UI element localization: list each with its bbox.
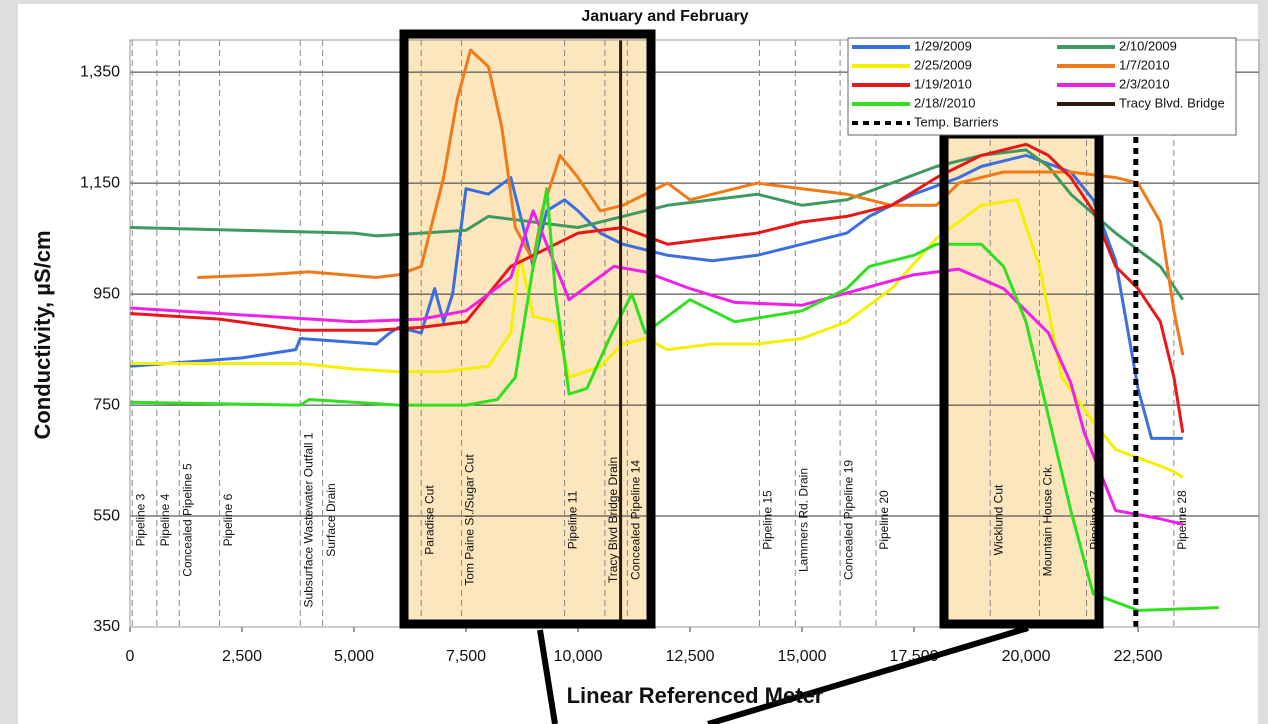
x-tick-label: 5,000 bbox=[334, 648, 374, 665]
x-tick-label: 22,500 bbox=[1114, 648, 1163, 665]
landmark-label: Pipeline 11 bbox=[566, 490, 580, 549]
legend: 1/29/2009 2/10/2009 2/25/2009 1/7/2010 1/19/… bbox=[847, 37, 1237, 136]
landmark-label: Concealed Pipeline 14 bbox=[628, 460, 642, 580]
legend-label: 1/7/2010 bbox=[1119, 57, 1170, 72]
landmark-label: Pipeline 15 bbox=[761, 490, 775, 550]
landmark-label: Tom Paine Sl./Sugar Cut bbox=[463, 454, 477, 586]
legend-label: 1/19/2010 bbox=[914, 76, 972, 91]
landmark-label: Concealed Pipeline 5 bbox=[180, 463, 194, 577]
callout-line bbox=[707, 625, 1029, 724]
highlight-region bbox=[940, 130, 1103, 628]
legend-label: 2/10/2009 bbox=[1119, 38, 1177, 53]
landmark-label: Lammers Rd. Drain bbox=[796, 468, 810, 572]
x-tick-label: 2,500 bbox=[222, 648, 262, 665]
landmark-label: Pipeline 4 bbox=[158, 493, 172, 546]
x-tick-label: 7,500 bbox=[446, 648, 486, 665]
landmark-label: Tracy Blvd Bridge Drain bbox=[606, 457, 620, 583]
landmark-label: Subsurface Wastewater Outfall 1 bbox=[301, 432, 315, 607]
landmark-label: Pipeline 20 bbox=[877, 490, 891, 550]
y-tick-label: 1,350 bbox=[80, 63, 120, 80]
legend-label: 2/18//2010 bbox=[914, 95, 975, 110]
y-tick-label: 1,150 bbox=[80, 174, 120, 191]
legend-label: 1/29/2009 bbox=[914, 38, 972, 53]
callout-line bbox=[537, 629, 558, 724]
legend-label: Tracy Blvd. Bridge bbox=[1119, 95, 1225, 110]
plot-frame bbox=[129, 39, 1260, 628]
y-axis-label: Conductivity, µS/cm bbox=[30, 230, 55, 439]
series-line bbox=[129, 209, 1184, 526]
x-tick-label: 20,000 bbox=[1002, 648, 1051, 665]
landmark-label: Pipeline 6 bbox=[221, 493, 235, 546]
x-tick-label: 15,000 bbox=[778, 648, 827, 665]
landmark-label: Pipeline 3 bbox=[133, 493, 147, 546]
y-tick-label: 750 bbox=[93, 396, 120, 413]
series-line bbox=[129, 148, 1185, 301]
grid: 350 550 750 950 1,150 1,350 0 2,500 5,000 7,500 10… bbox=[80, 40, 1259, 665]
highlight-border bbox=[399, 29, 656, 629]
chart-title: January and February bbox=[581, 8, 748, 25]
series-line bbox=[197, 48, 1185, 356]
highlight-region bbox=[400, 30, 655, 628]
plot-marks bbox=[129, 40, 1219, 627]
landmark-label: Concealed Pipeline 19 bbox=[841, 460, 855, 580]
series-line bbox=[130, 198, 1184, 479]
y-tick-label: 350 bbox=[93, 618, 120, 635]
landmark-label: Wicklund Cut bbox=[991, 484, 1005, 555]
legend-label: Temp. Barriers bbox=[914, 114, 999, 129]
x-tick-label: 12,500 bbox=[666, 648, 715, 665]
y-tick-label: 550 bbox=[93, 507, 120, 524]
series-line bbox=[129, 187, 1219, 612]
x-axis-label: Linear Referenced Meter bbox=[567, 683, 824, 708]
landmark-label: Pipeline 28 bbox=[1175, 490, 1189, 550]
landmark-label: Mountain House Crk. bbox=[1041, 464, 1055, 577]
landmark-label: Paradise Cut bbox=[422, 485, 436, 555]
x-tick-label: 0 bbox=[126, 648, 135, 665]
landmark-label: Surface Drain bbox=[324, 483, 338, 556]
legend-label: 2/3/2010 bbox=[1119, 76, 1170, 91]
x-tick-label: 10,000 bbox=[554, 648, 603, 665]
legend-box bbox=[847, 37, 1237, 136]
y-tick-label: 950 bbox=[93, 285, 120, 302]
legend-label: 2/25/2009 bbox=[914, 57, 972, 72]
